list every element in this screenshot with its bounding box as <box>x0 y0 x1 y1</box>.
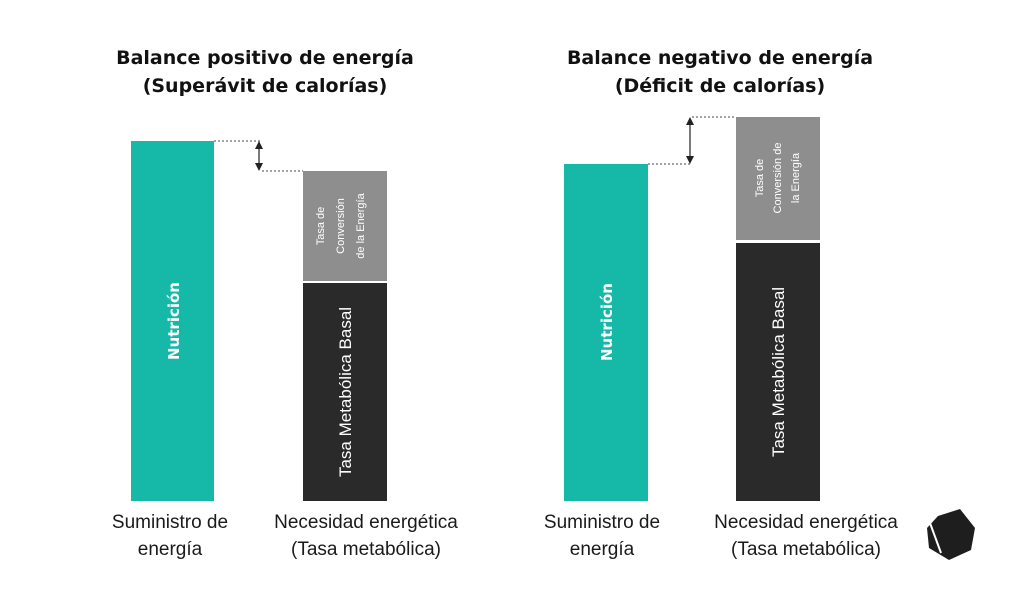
basal-metabolic-rate-bar <box>303 283 387 501</box>
basal-metabolic-rate-label: Tasa Metabólica Basal <box>769 287 788 457</box>
energy-conversion-label-line: la Energía <box>790 152 802 203</box>
panel-title-line1: Balance positivo de energía <box>116 47 414 69</box>
heptagon-logo-icon <box>927 509 975 560</box>
need-caption-line1: Necesidad energética <box>714 512 898 533</box>
supply-caption-line2: energía <box>570 539 635 560</box>
energy-conversion-label-line: de la Energía <box>355 192 367 258</box>
basal-metabolic-rate-label: Tasa Metabólica Basal <box>336 307 355 477</box>
energy-conversion-label-line: Tasa de <box>754 159 766 198</box>
panel-title-line1: Balance negativo de energía <box>567 47 873 69</box>
energy-conversion-rate-bar <box>736 117 820 240</box>
energy-conversion-label-line: Conversión <box>335 198 347 254</box>
supply-caption-line1: Suministro de <box>112 512 228 533</box>
panel-negative-balance: Balance negativo de energía (Déficit de … <box>544 47 898 560</box>
supply-caption-line2: energía <box>138 539 203 560</box>
need-caption-line1: Necesidad energética <box>274 512 458 533</box>
deficit-difference-indicator <box>648 116 736 165</box>
panel-positive-balance: Balance positivo de energía (Superávit d… <box>112 47 458 560</box>
energy-conversion-label-line: Tasa de <box>315 207 327 246</box>
panel-title-line2: (Superávit de calorías) <box>143 75 388 97</box>
need-caption-line2: (Tasa metabólica) <box>731 539 881 560</box>
need-caption-line2: (Tasa metabólica) <box>291 539 441 560</box>
panel-title-line2: (Déficit de calorías) <box>615 75 825 97</box>
basal-metabolic-rate-bar <box>736 243 820 501</box>
nutrition-bar-label: Nutrición <box>165 282 183 360</box>
surplus-difference-indicator <box>214 140 303 172</box>
nutrition-bar <box>131 141 214 501</box>
energy-conversion-rate-bar <box>303 171 387 281</box>
nutrition-bar <box>564 164 648 501</box>
energy-conversion-label-line: Conversión de <box>772 143 784 214</box>
nutrition-bar-label: Nutrición <box>598 283 616 361</box>
supply-caption-line1: Suministro de <box>544 512 660 533</box>
